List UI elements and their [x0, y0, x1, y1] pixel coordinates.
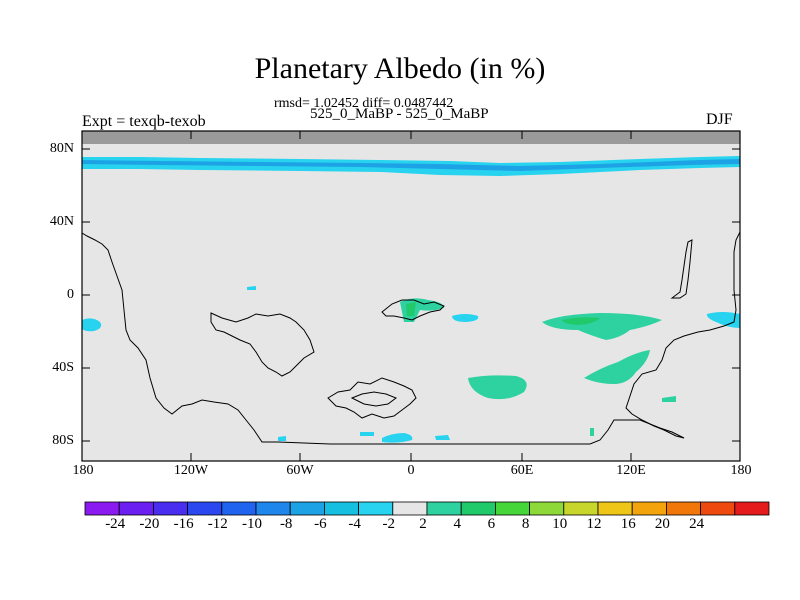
- colorbar: [84, 501, 770, 516]
- lon-tick-label: 180: [72, 463, 94, 478]
- lon-tick-label: 0: [407, 463, 415, 478]
- stats-line: rmsd= 1.02452 diff= 0.0487442: [274, 96, 454, 111]
- lat-tick-label: 0: [67, 287, 74, 302]
- colorbar-swatch: [666, 501, 702, 516]
- colorbar-label: 20: [654, 516, 670, 532]
- lat-tick-label: 40S: [52, 360, 74, 375]
- colorbar-label: 6: [487, 516, 496, 532]
- colorbar-label: -4: [348, 516, 361, 532]
- colorbar-label: 10: [552, 516, 568, 532]
- lon-ticks: [190, 131, 632, 461]
- negative-anomaly-patch: [82, 318, 102, 332]
- colorbar-label: -12: [207, 516, 228, 532]
- colorbar-swatch: [289, 501, 325, 516]
- colorbar-label: -24: [105, 516, 126, 532]
- colorbar-swatch: [597, 501, 633, 516]
- colorbar-label: 24: [689, 516, 705, 532]
- colorbar-swatch: [392, 501, 428, 516]
- lat-tick-label: 80S: [52, 433, 74, 448]
- colorbar-swatch: [734, 501, 770, 516]
- positive-anomaly-patch: [584, 350, 650, 384]
- colorbar-swatch: [529, 501, 565, 516]
- lon-tick-label: 60W: [286, 463, 314, 478]
- land-outline: [625, 231, 741, 439]
- colorbar-label: -16: [173, 516, 194, 532]
- colorbar-swatch: [255, 501, 291, 516]
- lon-tick-label: 60E: [510, 463, 534, 478]
- map-background: [82, 131, 740, 461]
- land-outline: [381, 299, 445, 321]
- colorbar-swatch: [494, 501, 530, 516]
- colorbar-label: -20: [139, 516, 160, 532]
- colorbar-swatch: [221, 501, 257, 516]
- colorbar-swatch: [152, 501, 188, 516]
- colorbar-label: -6: [314, 516, 327, 532]
- land-outline: [350, 391, 398, 407]
- colorbar-label: 16: [620, 516, 636, 532]
- land-outline: [81, 232, 685, 445]
- land-outline: [670, 239, 693, 299]
- lon-tick-label: 180: [730, 463, 752, 478]
- colorbar-label: 8: [521, 516, 530, 532]
- map-title: Planetary Albedo (in %): [254, 52, 546, 85]
- negative-anomaly-patch: [706, 312, 740, 328]
- negative-anomaly-patch: [360, 432, 374, 436]
- lat-ticks: [82, 148, 740, 442]
- colorbar-swatch: [563, 501, 599, 516]
- negative-anomaly-band-core: [82, 159, 740, 171]
- colorbar-swatch: [358, 501, 394, 516]
- land-outlines: [81, 231, 741, 445]
- negative-anomaly-patch: [382, 433, 413, 443]
- season-label: DJF: [706, 111, 733, 128]
- colorbar-swatch: [118, 501, 154, 516]
- colorbar-swatch: [426, 501, 462, 516]
- colorbar-label: -2: [382, 516, 396, 532]
- negative-anomaly-patch: [435, 435, 450, 440]
- positive-anomaly-patch: [468, 375, 527, 400]
- positive-anomaly-patch: [590, 428, 594, 436]
- colorbar-swatch: [460, 501, 496, 516]
- positive-anomaly-patch-core: [406, 302, 416, 316]
- colorbar-swatch: [323, 501, 359, 516]
- positive-anomaly-patch-core: [562, 317, 600, 325]
- lon-tick-label: 120W: [173, 463, 209, 478]
- lat-tick-label: 40N: [49, 214, 74, 229]
- colorbar-label: -8: [279, 516, 293, 532]
- positive-anomaly-patch: [662, 396, 676, 402]
- colorbar-label: -10: [242, 516, 262, 532]
- experiment-label: Expt = texqb-texob: [82, 113, 206, 130]
- lat-tick-label: 80N: [49, 141, 74, 156]
- colorbar-label: 12: [586, 516, 602, 532]
- colorbar-swatch: [631, 501, 667, 516]
- lon-tick-label: 120E: [616, 463, 646, 478]
- colorbar-swatch: [84, 501, 120, 516]
- map-subtitle: 525_0_MaBP - 525_0_MaBP: [310, 106, 489, 122]
- land-outline: [210, 312, 315, 377]
- colorbar-swatch: [700, 501, 736, 516]
- land-outline: [327, 377, 417, 419]
- negative-anomaly-patch: [452, 314, 479, 322]
- colorbar-swatch: [187, 501, 223, 516]
- negative-anomaly-patch: [278, 436, 286, 441]
- negative-anomaly-patch: [247, 286, 256, 290]
- colorbar-label: 2: [419, 516, 427, 532]
- colorbar-label: 4: [453, 516, 461, 532]
